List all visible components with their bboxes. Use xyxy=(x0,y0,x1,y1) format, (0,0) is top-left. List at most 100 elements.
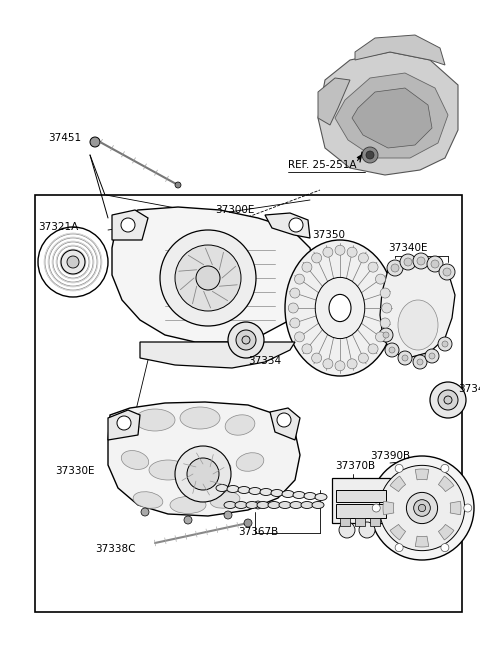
Ellipse shape xyxy=(315,493,327,501)
Circle shape xyxy=(224,511,232,519)
Polygon shape xyxy=(112,210,148,240)
Circle shape xyxy=(379,465,465,550)
Circle shape xyxy=(443,268,451,276)
Bar xyxy=(340,518,350,526)
Circle shape xyxy=(368,262,378,272)
Ellipse shape xyxy=(282,491,294,497)
Circle shape xyxy=(339,522,355,538)
Ellipse shape xyxy=(224,501,236,508)
Circle shape xyxy=(464,504,472,512)
Ellipse shape xyxy=(246,501,258,508)
Ellipse shape xyxy=(170,497,206,514)
Ellipse shape xyxy=(249,487,261,495)
Ellipse shape xyxy=(210,492,240,508)
Circle shape xyxy=(417,359,423,365)
Circle shape xyxy=(385,343,399,357)
Circle shape xyxy=(427,256,443,272)
Circle shape xyxy=(323,247,333,257)
Circle shape xyxy=(372,504,380,512)
Circle shape xyxy=(430,382,466,418)
Circle shape xyxy=(244,519,252,527)
Bar xyxy=(35,195,462,612)
Ellipse shape xyxy=(260,489,272,495)
Circle shape xyxy=(439,264,455,280)
Polygon shape xyxy=(108,410,140,440)
Ellipse shape xyxy=(227,485,239,493)
Polygon shape xyxy=(438,524,454,540)
Polygon shape xyxy=(415,536,429,547)
Circle shape xyxy=(312,353,322,363)
Circle shape xyxy=(302,344,312,354)
Circle shape xyxy=(288,303,298,313)
Ellipse shape xyxy=(121,451,149,470)
Polygon shape xyxy=(265,213,310,238)
Circle shape xyxy=(335,245,345,255)
Circle shape xyxy=(67,256,79,268)
Circle shape xyxy=(387,260,403,276)
Circle shape xyxy=(366,151,374,159)
Circle shape xyxy=(417,257,425,265)
Text: 37390B: 37390B xyxy=(370,451,410,461)
Text: 37367B: 37367B xyxy=(238,527,278,537)
Polygon shape xyxy=(112,207,315,342)
Polygon shape xyxy=(355,35,445,65)
Ellipse shape xyxy=(238,487,250,493)
Text: 37340E: 37340E xyxy=(388,243,428,253)
Text: 37300E: 37300E xyxy=(215,205,254,215)
Circle shape xyxy=(277,413,291,427)
Circle shape xyxy=(402,355,408,361)
Ellipse shape xyxy=(285,240,395,376)
Circle shape xyxy=(429,353,435,359)
Circle shape xyxy=(413,253,429,269)
Polygon shape xyxy=(450,501,461,515)
Circle shape xyxy=(380,318,390,328)
Circle shape xyxy=(398,351,412,365)
Circle shape xyxy=(441,544,449,552)
Ellipse shape xyxy=(135,409,175,431)
Bar xyxy=(370,518,380,526)
Circle shape xyxy=(295,332,304,342)
Ellipse shape xyxy=(225,415,255,435)
Circle shape xyxy=(184,516,192,524)
Bar xyxy=(355,518,365,526)
Circle shape xyxy=(359,253,368,263)
Circle shape xyxy=(444,396,452,404)
Circle shape xyxy=(61,250,85,274)
Polygon shape xyxy=(318,78,350,125)
Text: 37334: 37334 xyxy=(248,356,281,366)
Ellipse shape xyxy=(304,493,316,499)
Polygon shape xyxy=(383,501,394,515)
Ellipse shape xyxy=(149,460,187,480)
Ellipse shape xyxy=(193,458,231,478)
Circle shape xyxy=(375,332,385,342)
Circle shape xyxy=(395,544,403,552)
Circle shape xyxy=(414,500,430,516)
Circle shape xyxy=(290,318,300,328)
Circle shape xyxy=(441,464,449,472)
Ellipse shape xyxy=(290,501,302,508)
Bar xyxy=(332,478,390,523)
Ellipse shape xyxy=(216,485,228,491)
Circle shape xyxy=(400,254,416,270)
Circle shape xyxy=(379,328,393,342)
Circle shape xyxy=(404,258,412,266)
Circle shape xyxy=(289,218,303,232)
Circle shape xyxy=(228,322,264,358)
Circle shape xyxy=(302,262,312,272)
Circle shape xyxy=(382,303,392,313)
Text: 37370B: 37370B xyxy=(335,461,375,471)
Ellipse shape xyxy=(398,300,438,350)
Circle shape xyxy=(359,522,375,538)
Ellipse shape xyxy=(133,492,163,508)
Circle shape xyxy=(370,456,474,560)
Circle shape xyxy=(375,274,385,284)
Circle shape xyxy=(391,264,399,272)
Ellipse shape xyxy=(329,295,351,321)
Circle shape xyxy=(431,260,439,268)
Polygon shape xyxy=(390,524,406,540)
Circle shape xyxy=(395,464,403,472)
Circle shape xyxy=(438,337,452,351)
Polygon shape xyxy=(270,408,300,440)
Circle shape xyxy=(236,330,256,350)
Text: 37338C: 37338C xyxy=(95,544,135,554)
